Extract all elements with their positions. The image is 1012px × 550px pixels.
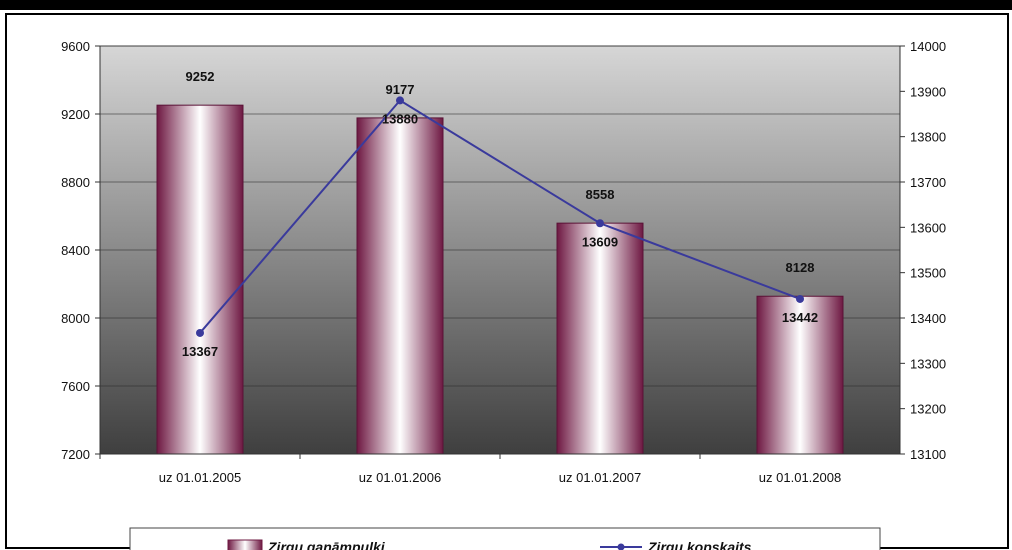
x-axis-tick-label: uz 01.01.2005	[159, 470, 241, 485]
bar-value-label: 9252	[186, 69, 215, 84]
data-labels: 9252 9177 8558 8128 13367 13880 13609 13442	[182, 69, 818, 359]
left-axis-tick-label: 9200	[61, 107, 90, 122]
left-axis-tick-label: 9600	[61, 39, 90, 54]
bar-value-label: 8558	[586, 187, 615, 202]
left-axis-tick-label: 7600	[61, 379, 90, 394]
line-path	[199, 99, 801, 334]
line-value-label: 13367	[182, 344, 218, 359]
left-axis-tick-label: 8400	[61, 243, 90, 258]
top-banner-strip	[0, 0, 1012, 10]
right-axis-tick-label: 13600	[910, 220, 946, 235]
line-point	[396, 96, 404, 105]
line-point	[796, 294, 804, 303]
line-value-label: 13442	[782, 310, 818, 325]
line-series	[196, 96, 804, 337]
left-axis-tick-label: 8800	[61, 175, 90, 190]
bar-value-label: 8128	[786, 260, 815, 275]
line-value-label: 13880	[382, 111, 418, 126]
legend-bar-swatch	[227, 539, 263, 550]
bar	[756, 295, 844, 455]
bar-value-label: 9177	[386, 82, 415, 97]
right-axis-tick-label: 13400	[910, 311, 946, 326]
right-axis-tick-label: 13700	[910, 175, 946, 190]
right-axis-tick-label: 13800	[910, 130, 946, 145]
bar	[356, 117, 444, 455]
legend-line-marker	[617, 543, 625, 550]
x-axis-tick-label: uz 01.01.2006	[359, 470, 441, 485]
right-axis-tick-label: 13500	[910, 266, 946, 281]
x-axis-tick-label: uz 01.01.2008	[759, 470, 841, 485]
bar-series	[156, 104, 844, 455]
bar	[556, 222, 644, 455]
x-axis-tick-label: uz 01.01.2007	[559, 470, 641, 485]
right-axis-tick-label: 14000	[910, 39, 946, 54]
legend-label-bars: Zirgu ganāmpulki	[267, 539, 386, 550]
line-point	[596, 219, 604, 228]
line-point	[196, 328, 204, 337]
line-value-label: 13609	[582, 234, 618, 249]
axes: 9600 9200 8800 8400 8000 7600 7200 14000 13900 13…	[61, 39, 946, 485]
legend-label-line: Zirgu kopskaits	[647, 539, 752, 550]
bar	[156, 104, 244, 455]
right-axis-tick-label: 13900	[910, 84, 946, 99]
legend-box	[129, 527, 881, 550]
right-axis-tick-label: 13300	[910, 356, 946, 371]
right-axis-tick-label: 13200	[910, 402, 946, 417]
right-axis-tick-label: 13100	[910, 447, 946, 462]
left-axis-tick-label: 7200	[61, 447, 90, 462]
left-axis-tick-label: 8000	[61, 311, 90, 326]
legend: Zirgu ganāmpulki Zirgu kopskaits	[129, 527, 881, 550]
